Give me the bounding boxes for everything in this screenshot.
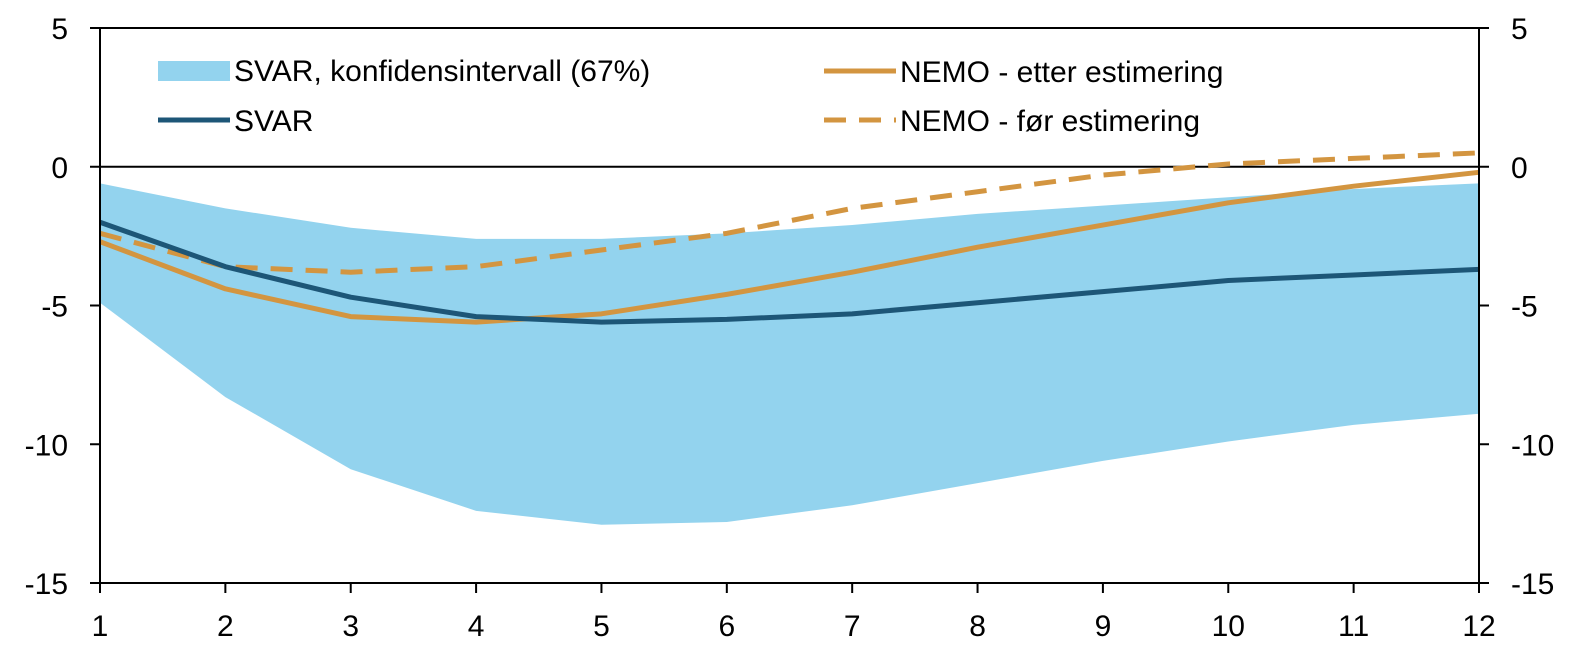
x-tick-label: 6 bbox=[718, 610, 735, 643]
y-tick-label-left: -10 bbox=[25, 429, 68, 462]
x-tick-label: 3 bbox=[342, 610, 359, 643]
x-tick-label: 8 bbox=[969, 610, 986, 643]
x-tick-label: 2 bbox=[217, 610, 234, 643]
x-tick-label: 1 bbox=[92, 610, 109, 643]
x-tick-label: 7 bbox=[844, 610, 861, 643]
y-tick-label-left: 0 bbox=[51, 152, 68, 185]
x-tick-label: 10 bbox=[1212, 610, 1245, 643]
y-tick-label-right: -10 bbox=[1511, 429, 1554, 462]
confidence-band-layer bbox=[100, 183, 1479, 525]
x-tick-label: 12 bbox=[1462, 610, 1495, 643]
x-tick-label: 4 bbox=[468, 610, 485, 643]
axis-layer: 1 2 3 4 5 6 7 8 9 10 11 125 50 0-5 -5-10 -10-15 -15 bbox=[25, 13, 1555, 643]
x-tick-label: 11 bbox=[1338, 610, 1369, 643]
legend-label-band: SVAR, konfidensintervall (67%) bbox=[234, 55, 650, 88]
legend-label-svar: SVAR bbox=[234, 105, 313, 138]
series-line-1 bbox=[99, 169, 1480, 325]
legend-label-nemo-for: NEMO - før estimering bbox=[900, 105, 1200, 138]
series-line-0 bbox=[99, 219, 1480, 325]
y-tick-label-left: -5 bbox=[41, 291, 68, 324]
series-layer bbox=[99, 150, 1480, 325]
series-line-2 bbox=[99, 150, 1480, 275]
legend: SVAR, konfidensintervall (67%) SVAR NEMO -… bbox=[158, 55, 1223, 138]
x-tick-label: 5 bbox=[593, 610, 610, 643]
y-tick-label-right: -15 bbox=[1511, 568, 1554, 601]
y-tick-label-left: 5 bbox=[51, 13, 68, 46]
y-tick-label-left: -15 bbox=[25, 568, 68, 601]
legend-label-nemo-etter: NEMO - etter estimering bbox=[900, 56, 1223, 89]
legend-swatch-band bbox=[158, 61, 230, 81]
x-tick-label: 9 bbox=[1095, 610, 1112, 643]
confidence-band bbox=[100, 183, 1479, 525]
y-tick-label-right: -5 bbox=[1511, 291, 1538, 324]
y-tick-label-right: 5 bbox=[1511, 13, 1528, 46]
y-tick-label-right: 0 bbox=[1511, 152, 1528, 185]
